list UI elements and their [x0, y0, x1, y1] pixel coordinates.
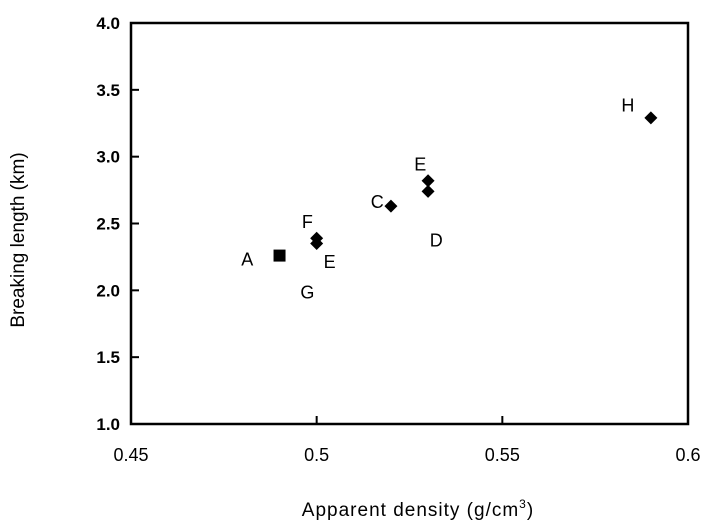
plot-frame	[129, 21, 690, 426]
x-tick-label: 0.5	[304, 445, 329, 465]
y-axis-title: Breaking length (km)	[8, 152, 29, 327]
point-label: G	[300, 283, 314, 303]
point-label: D	[430, 231, 443, 251]
x-tick-label: 0.45	[113, 445, 148, 465]
point-label: H	[621, 96, 634, 116]
point-label: E	[324, 252, 336, 272]
x-axis-title-main: Apparent density (g/cm	[302, 500, 519, 521]
data-point-diamond	[421, 174, 435, 188]
y-tick-label: 3.5	[96, 81, 120, 100]
x-tick-label: 0.55	[485, 445, 520, 465]
data-point-diamond	[421, 184, 435, 198]
y-axis-ticks: 1.0 1.5 2.0 2.5 3.0 3.5 4.0	[96, 14, 139, 434]
x-axis-title: Apparent density (g/cm3)	[302, 497, 534, 521]
data-point-diamond	[384, 199, 398, 213]
y-tick-label: 3.0	[96, 148, 120, 167]
y-tick-label: 2.0	[96, 281, 120, 300]
x-tick-label: 0.6	[675, 445, 700, 465]
data-point-diamond	[310, 237, 324, 251]
point-label: F	[302, 212, 313, 232]
data-point-diamond	[644, 111, 658, 125]
y-tick-label: 1.5	[96, 348, 120, 367]
data-points	[273, 111, 658, 262]
data-point-square	[273, 249, 286, 262]
y-tick-label: 1.0	[96, 415, 120, 434]
y-tick-label: 2.5	[96, 215, 120, 234]
y-tick-label: 4.0	[96, 14, 120, 33]
x-axis-title-superscript: 3	[519, 497, 527, 511]
x-axis-ticks: 0.45 0.5 0.55 0.6	[113, 416, 701, 465]
point-label: E	[414, 154, 426, 174]
point-label: C	[371, 192, 384, 212]
x-axis-title-end: )	[527, 500, 534, 521]
point-label: A	[241, 249, 253, 269]
